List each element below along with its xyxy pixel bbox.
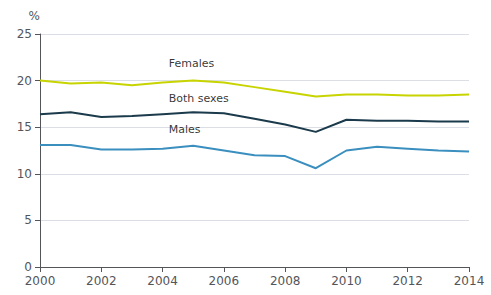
svg-text:2010: 2010 <box>331 274 362 288</box>
svg-text:2004: 2004 <box>147 274 178 288</box>
svg-text:2002: 2002 <box>86 274 117 288</box>
svg-text:Females: Females <box>169 57 215 70</box>
svg-text:2006: 2006 <box>209 274 240 288</box>
svg-text:15: 15 <box>17 120 32 134</box>
svg-text:25: 25 <box>17 27 32 41</box>
svg-text:Both sexes: Both sexes <box>169 92 229 105</box>
svg-text:5: 5 <box>24 213 32 227</box>
svg-text:2012: 2012 <box>392 274 423 288</box>
svg-text:2014: 2014 <box>454 274 485 288</box>
svg-text:2000: 2000 <box>25 274 56 288</box>
svg-text:10: 10 <box>17 167 32 181</box>
svg-text:2008: 2008 <box>270 274 301 288</box>
svg-text:Males: Males <box>169 123 201 136</box>
svg-text:20: 20 <box>17 74 32 88</box>
svg-text:0: 0 <box>24 260 32 274</box>
svg-text:%: % <box>29 9 40 23</box>
